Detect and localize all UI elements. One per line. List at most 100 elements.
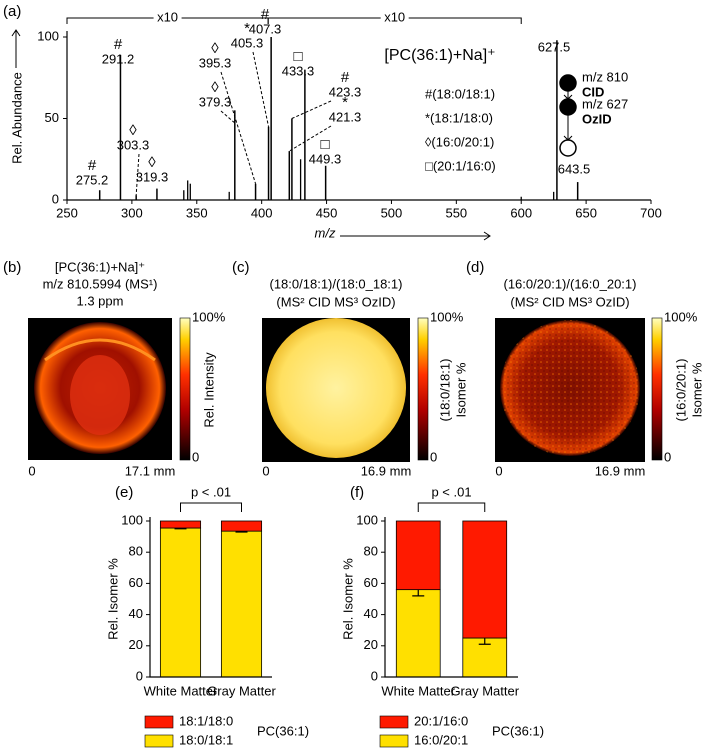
x-tick-label: 300 bbox=[121, 205, 143, 220]
legend-swatch bbox=[144, 734, 174, 748]
peak-symbol: □ bbox=[320, 136, 329, 153]
x-tick-label: 700 bbox=[640, 205, 662, 220]
peak-symbol: ◊ bbox=[129, 122, 137, 139]
legend-swatch bbox=[379, 715, 409, 729]
x-tick-label: 600 bbox=[510, 205, 532, 220]
panel-label: (f) bbox=[350, 484, 364, 501]
peak-label: 643.5 bbox=[558, 161, 591, 176]
panel-label: (e) bbox=[115, 484, 133, 501]
colorbar-tick: 0 bbox=[664, 449, 671, 464]
leader bbox=[252, 51, 270, 127]
peak-symbol: # bbox=[114, 36, 123, 53]
tissue bbox=[266, 318, 406, 458]
peak-symbol: # bbox=[341, 69, 350, 86]
scale-label: 16.9 mm bbox=[595, 463, 646, 478]
y-tick-label: 0 bbox=[136, 668, 143, 683]
legend-swatch bbox=[379, 734, 409, 748]
y-tick-label: 60 bbox=[129, 575, 143, 590]
y-axis-label: Rel. Isomer % bbox=[105, 558, 120, 640]
x-tick-label: Gray Matter bbox=[450, 683, 519, 698]
legend-item: *(18:1/18:0) bbox=[425, 110, 493, 125]
y-tick-label: 0 bbox=[52, 191, 59, 206]
legend-title: PC(36:1) bbox=[492, 723, 544, 738]
colorbar-label: Rel. Intensity bbox=[201, 352, 216, 428]
bar-segment bbox=[220, 530, 263, 678]
image-title: (MS² CID MS³ OzID) bbox=[276, 294, 395, 309]
legend-item: ◊(16:0/20:1) bbox=[425, 134, 494, 149]
peak-label: 379.3 bbox=[199, 94, 232, 109]
peak-symbol: * bbox=[244, 20, 250, 37]
leader bbox=[220, 71, 257, 184]
legend-swatch bbox=[144, 715, 174, 729]
peak-label: 405.3 bbox=[231, 35, 264, 50]
y-tick-label: 80 bbox=[364, 544, 378, 559]
legend-item: #(18:0/18:1) bbox=[425, 86, 495, 101]
leader bbox=[135, 153, 140, 196]
leader bbox=[291, 100, 332, 119]
scheme-node bbox=[559, 98, 577, 116]
image-title: [PC(36:1)+Na]⁺ bbox=[55, 259, 145, 274]
x-tick-label: 650 bbox=[575, 205, 597, 220]
x-tick-label: 350 bbox=[186, 205, 208, 220]
image-title: (16:0/20:1)/(16:0_20:1) bbox=[504, 276, 637, 291]
image-panel-c: (c) (18:0/18:1)/(18:0_18:1) (MS² CID MS³… bbox=[232, 259, 468, 478]
colorbar-tick: 100% bbox=[664, 309, 698, 324]
magnification-label: x10 bbox=[384, 9, 405, 24]
axis bbox=[149, 517, 272, 678]
magnification-bracket bbox=[267, 17, 522, 24]
leader bbox=[289, 125, 332, 152]
y-arrow bbox=[11, 29, 21, 68]
panel-label: (d) bbox=[466, 259, 484, 276]
scale-label: 0 bbox=[262, 463, 269, 478]
peak-symbol: □ bbox=[293, 48, 302, 65]
colorbar-label: Isomer % bbox=[689, 362, 704, 417]
scale-label: 0 bbox=[495, 463, 502, 478]
y-tick-label: 100 bbox=[356, 512, 378, 527]
colorbar-tick: 100% bbox=[430, 309, 464, 324]
tissue bbox=[44, 338, 156, 362]
tissue bbox=[70, 355, 130, 435]
y-tick-label: 40 bbox=[364, 606, 378, 621]
peak-label: 407.3 bbox=[249, 21, 282, 36]
annotation: p < .01 bbox=[431, 484, 471, 499]
bar-segment bbox=[159, 527, 202, 678]
x-tick-label: White Matter bbox=[144, 683, 218, 698]
image-title: (18:0/18:1)/(18:0_18:1) bbox=[270, 276, 403, 291]
peak-label: 395.3 bbox=[199, 55, 232, 70]
y-tick-label: 20 bbox=[364, 637, 378, 652]
x-tick-label: 400 bbox=[251, 205, 273, 220]
legend-item: □(20:1/16:0) bbox=[425, 158, 496, 173]
magnification-label: x10 bbox=[157, 9, 178, 24]
image-title: m/z 810.5994 (MS¹) bbox=[43, 276, 158, 291]
colorbar bbox=[651, 317, 663, 461]
x-tick-label: 500 bbox=[381, 205, 403, 220]
scale-label: 16.9 mm bbox=[361, 463, 412, 478]
colorbar-tick: 100% bbox=[192, 309, 226, 324]
significance-bracket bbox=[417, 502, 486, 512]
y-axis-label: Rel. Isomer % bbox=[340, 558, 355, 640]
peak-label: 291.2 bbox=[102, 51, 135, 66]
colorbar-tick: 0 bbox=[430, 449, 437, 464]
scheme-node bbox=[559, 74, 577, 92]
scheme-label: CID bbox=[582, 84, 604, 99]
x-tick-label: White Matter bbox=[381, 683, 455, 698]
colorbar bbox=[417, 317, 429, 461]
colorbar-label: (16:0/20:1) bbox=[673, 359, 688, 422]
y-tick-label: 20 bbox=[129, 637, 143, 652]
x-tick-label: 250 bbox=[56, 205, 78, 220]
image-title: (MS² CID MS³ OzID) bbox=[510, 294, 629, 309]
colorbar-tick: 0 bbox=[192, 449, 199, 464]
peak-label: 303.3 bbox=[117, 137, 150, 152]
y-tick-label: 40 bbox=[129, 606, 143, 621]
bar-segment bbox=[220, 520, 263, 532]
x-tick-label: 550 bbox=[445, 205, 467, 220]
y-tick-label: 100 bbox=[121, 512, 143, 527]
scheme-label: m/z 810 bbox=[582, 69, 628, 84]
panel-label: (c) bbox=[232, 259, 250, 276]
legend-label: 20:1/16:0 bbox=[414, 713, 468, 728]
peak-label: 275.2 bbox=[76, 172, 109, 187]
x-axis-label: m/z bbox=[315, 225, 336, 240]
scheme-label: m/z 627 bbox=[582, 96, 628, 111]
colorbar bbox=[179, 317, 191, 461]
